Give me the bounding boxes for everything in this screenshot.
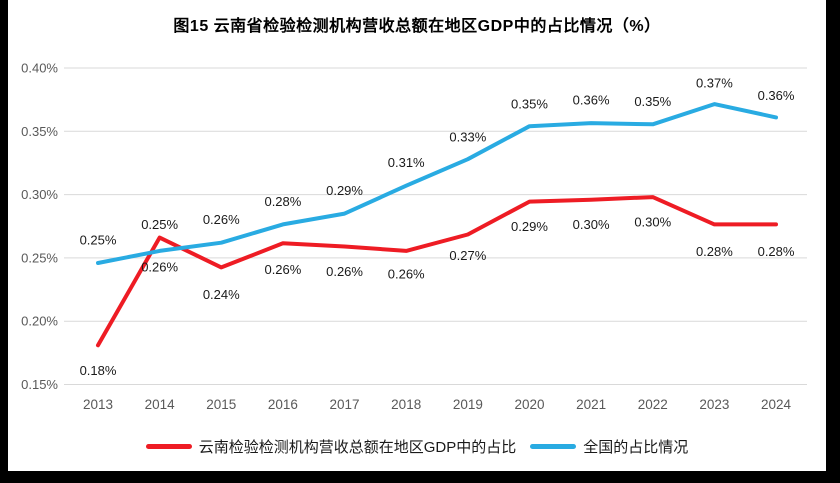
x-tick-label: 2013: [83, 397, 113, 412]
data-label-series-1: 0.37%: [696, 76, 733, 91]
series-line-1: [96, 102, 778, 265]
legend-swatch-yunnan-icon: [145, 443, 192, 449]
legend-label-yunnan: 云南检验检测机构营收总额在地区GDP中的占比: [198, 438, 517, 456]
x-tick-label: 2024: [761, 397, 792, 412]
data-label-series-0: 0.28%: [696, 244, 733, 259]
y-tick-label: 0.30%: [21, 187, 58, 202]
line-chart-plot: 0.40% 0.35% 0.30% 0.25% 0.20% 0.15% 2013 2014 20…: [21, 61, 807, 412]
chart-canvas: 图15 云南省检验检测机构营收总额在地区GDP中的占比情况（%） 0.40% 0.…: [8, 0, 826, 471]
data-label-series-0: 0.26%: [388, 266, 425, 281]
data-label-series-0: 0.26%: [264, 262, 301, 277]
data-label-series-1: 0.35%: [511, 97, 548, 112]
series-line-0: [96, 195, 778, 348]
data-label-series-0: 0.18%: [80, 363, 117, 378]
data-label-series-0: 0.25%: [141, 217, 178, 232]
data-label-series-0: 0.28%: [758, 244, 795, 259]
data-label-series-1: 0.29%: [326, 183, 363, 198]
chart-title: 图15 云南省检验检测机构营收总额在地区GDP中的占比情况（%）: [173, 18, 661, 35]
y-tick-label: 0.40%: [21, 61, 58, 76]
x-tick-label: 2016: [268, 397, 298, 412]
data-label-series-1: 0.35%: [634, 94, 671, 109]
x-tick-label: 2014: [145, 397, 176, 412]
x-tick-label: 2022: [638, 397, 668, 412]
data-label-series-0: 0.27%: [449, 248, 486, 263]
legend-item-yunnan: 云南检验检测机构营收总额在地区GDP中的占比: [145, 436, 517, 457]
data-label-series-1: 0.25%: [80, 232, 117, 247]
y-tick-label: 0.15%: [21, 377, 58, 392]
y-tick-label: 0.25%: [21, 250, 58, 265]
x-tick-label: 2019: [453, 397, 483, 412]
data-label-series-1: 0.36%: [573, 93, 610, 108]
data-label-series-0: 0.29%: [511, 219, 548, 234]
x-tick-label: 2018: [391, 397, 421, 412]
data-label-series-0: 0.24%: [203, 287, 240, 302]
data-label-series-1: 0.28%: [264, 194, 301, 209]
data-label-series-1: 0.26%: [203, 212, 240, 227]
data-label-series-0: 0.30%: [573, 217, 610, 232]
data-label-series-1: 0.31%: [388, 155, 425, 170]
x-tick-label: 2023: [699, 397, 729, 412]
legend-swatch-national-icon: [530, 443, 577, 449]
chart-legend: 云南检验检测机构营收总额在地区GDP中的占比 全国的占比情况: [8, 435, 826, 457]
data-label-series-1: 0.36%: [758, 88, 795, 103]
x-tick-label: 2020: [514, 397, 544, 412]
y-tick-label: 0.20%: [21, 314, 58, 329]
y-tick-label: 0.35%: [21, 124, 58, 139]
x-tick-label: 2017: [330, 397, 360, 412]
data-label-series-0: 0.30%: [634, 215, 671, 230]
x-tick-label: 2015: [206, 397, 236, 412]
x-tick-label: 2021: [576, 397, 606, 412]
data-label-series-1: 0.26%: [141, 259, 178, 274]
data-label-series-1: 0.33%: [449, 130, 486, 145]
legend-label-national: 全国的占比情况: [583, 438, 689, 456]
legend-item-national: 全国的占比情况: [530, 436, 688, 457]
data-label-series-0: 0.26%: [326, 264, 363, 279]
